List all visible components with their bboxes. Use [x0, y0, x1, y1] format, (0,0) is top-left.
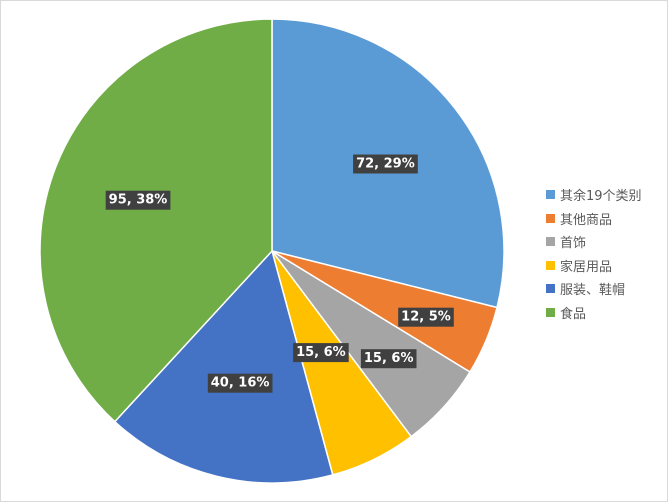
data-label-background	[353, 154, 418, 174]
pie-slice-5[interactable]	[113, 249, 334, 484]
data-label-text: 95, 38%	[109, 193, 168, 208]
legend-label: 服装、鞋帽	[560, 283, 626, 299]
legend-item-3[interactable]: 首饰	[546, 230, 664, 254]
legend-swatch	[546, 284, 555, 294]
data-label-background	[207, 373, 273, 393]
data-labels: 72, 29% 12, 5% 15, 6% 15, 6% 40, 16% 95, 38%	[105, 154, 454, 393]
legend: 其余19个类别 其他商品首饰家居用品服装、鞋帽食品	[546, 183, 664, 324]
legend-label: 首饰	[560, 236, 587, 252]
data-label-text: 72, 29%	[356, 157, 415, 172]
data-label-text: 15, 6%	[296, 345, 346, 360]
legend-label: 食品	[560, 306, 587, 322]
data-label-text: 12, 5%	[401, 310, 451, 325]
legend-item-4[interactable]: 家居用品	[546, 254, 664, 278]
data-label-text: 15, 6%	[364, 351, 414, 366]
data-label-1: 72, 29%	[353, 154, 418, 174]
legend-item-6[interactable]: 食品	[546, 301, 664, 325]
legend-item-5[interactable]: 服装、鞋帽	[546, 277, 664, 301]
data-label-6: 95, 38%	[105, 190, 171, 210]
legend-label: 其余19个类别	[560, 189, 642, 205]
legend-item-2[interactable]: 其他商品	[546, 207, 664, 231]
pie-slice-6[interactable]	[39, 18, 273, 423]
legend-item-1[interactable]: 其余19个类别	[546, 183, 664, 207]
legend-label: 其他商品	[560, 212, 613, 228]
data-label-2: 12, 5%	[398, 307, 454, 327]
data-label-background	[398, 307, 454, 327]
data-label-4: 15, 6%	[293, 343, 349, 363]
legend-swatch	[546, 307, 555, 317]
data-label-background	[360, 349, 417, 369]
legend-label: 家居用品	[560, 259, 613, 275]
legend-swatch	[546, 190, 555, 200]
data-label-3: 15, 6%	[360, 349, 417, 369]
data-label-text: 40, 16%	[211, 376, 270, 391]
legend-swatch	[546, 213, 555, 223]
legend-swatch	[546, 260, 555, 270]
legend-swatch	[546, 237, 555, 247]
data-label-background	[105, 190, 171, 210]
data-label-5: 40, 16%	[207, 373, 273, 393]
pie-slices	[39, 18, 505, 484]
data-label-background	[293, 343, 349, 363]
